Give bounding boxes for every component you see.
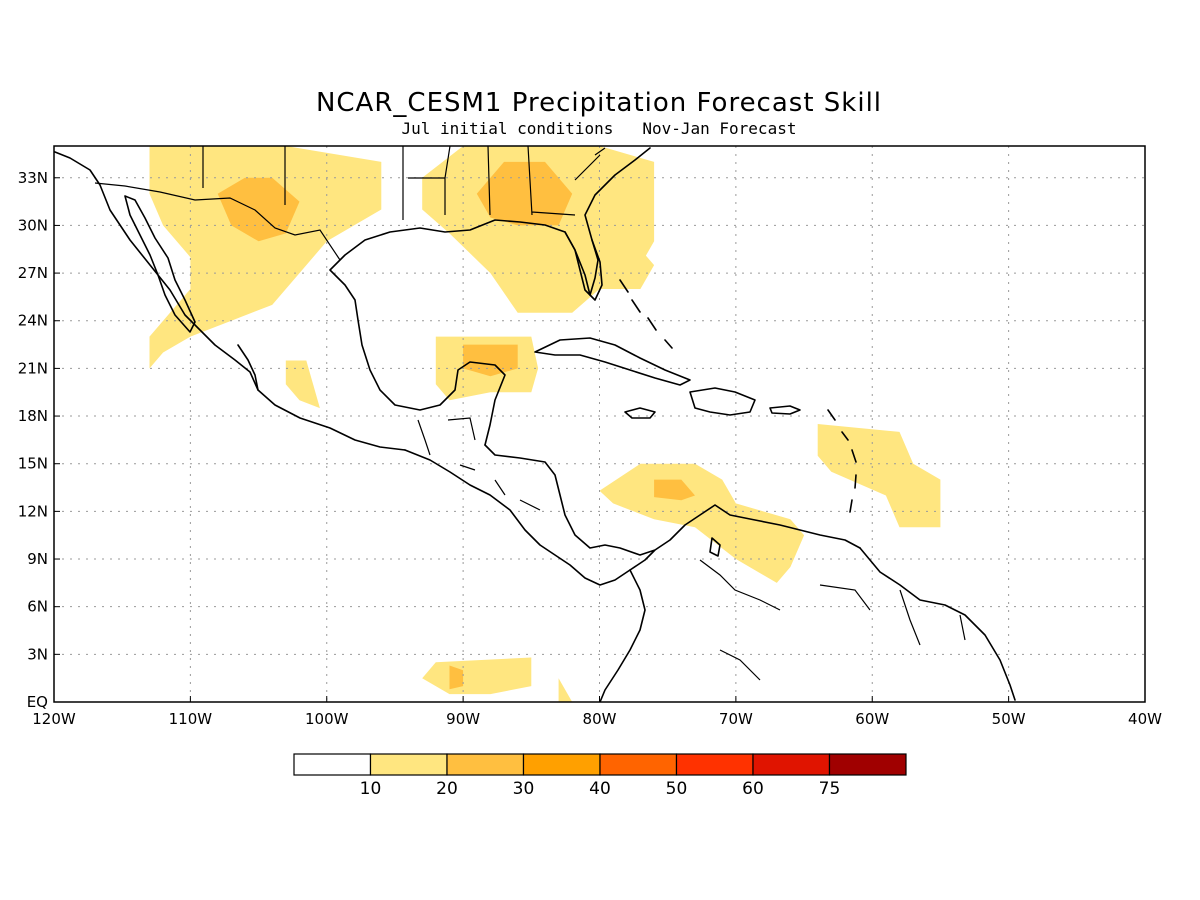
central-america-coastline (404, 444, 861, 586)
lake-maracaibo (709, 537, 721, 557)
y-tick-label: 6N (27, 598, 48, 616)
colorbar-swatch (752, 753, 831, 776)
skill-region-n-mexico-texas (149, 146, 382, 369)
colorbar-label: 75 (819, 779, 841, 799)
colorbar-swatch (293, 753, 372, 776)
longitude-tick-labels: 120W 110W 100W 90W 80W 70W 60W 50W 40W (32, 710, 1162, 728)
baja-california-coastline (124, 195, 196, 333)
colorbar-swatch (446, 753, 525, 776)
us-state-borders (202, 146, 606, 220)
hispaniola-coastline (689, 387, 756, 416)
colorbar-swatch (599, 753, 678, 776)
map-area (54, 146, 1145, 702)
colorbar-swatch (369, 753, 448, 776)
colorbar-swatch (522, 753, 601, 776)
x-tick-label: 100W (305, 710, 349, 728)
map-title: NCAR_CESM1 Precipitation Forecast Skill (316, 88, 882, 118)
skill-regions-layer (149, 146, 941, 702)
colorbar-label: 60 (742, 779, 764, 799)
y-tick-label: 18N (18, 407, 48, 425)
map-subtitle: Jul initial conditions Nov-Jan Forecast (402, 119, 797, 138)
y-tick-label: 3N (27, 645, 48, 663)
x-tick-label: 60W (855, 710, 889, 728)
jamaica-coastline (624, 407, 656, 419)
skill-region-yucatan-core (463, 344, 518, 377)
bahamas-coastline (619, 279, 673, 349)
y-tick-label: 24N (18, 312, 48, 330)
skill-region-eq-pacific-core (449, 665, 464, 690)
y-tick-label: 27N (18, 264, 48, 282)
skill-region-lesser-antilles (817, 424, 941, 528)
skill-region-eq-pacific (422, 657, 532, 695)
colorbar-label: 50 (666, 779, 688, 799)
latitude-tick-labels: EQ 3N 6N 9N 12N 15N 18N 21N 24N 27N 30N 33N (18, 169, 48, 711)
x-tick-label: 120W (32, 710, 76, 728)
skill-region-w-mexico (285, 360, 320, 409)
lesser-antilles-coastline (827, 409, 857, 513)
south-america-coastline (599, 547, 1016, 702)
x-tick-label: 50W (992, 710, 1026, 728)
y-tick-label: 9N (27, 550, 48, 568)
south-america-borders (699, 559, 966, 681)
graticule-layer (54, 146, 1145, 702)
florida-coastline (564, 231, 603, 301)
colorbar-label: 30 (513, 779, 535, 799)
y-tick-label: 12N (18, 502, 48, 520)
coastline-layer (54, 147, 1016, 702)
x-tick-label: 110W (169, 710, 213, 728)
y-tick-label: EQ (27, 693, 48, 711)
colorbar-legend: 10 20 30 40 50 60 75 (293, 753, 907, 799)
political-borders-layer (94, 146, 966, 681)
y-tick-label: 15N (18, 455, 48, 473)
x-tick-label: 70W (719, 710, 753, 728)
y-tick-label: 33N (18, 169, 48, 187)
skill-region-caribbean (599, 463, 805, 583)
y-tick-label: 30N (18, 216, 48, 234)
colorbar-swatch (828, 753, 907, 776)
us-mexico-border (94, 182, 341, 261)
x-tick-label: 90W (446, 710, 480, 728)
puerto-rico-coastline (769, 405, 801, 415)
colorbar-label: 40 (589, 779, 611, 799)
colorbar-label: 10 (360, 779, 382, 799)
central-america-borders (417, 417, 541, 511)
mexico-pacific-coastline (54, 151, 406, 451)
x-tick-label: 40W (1128, 710, 1162, 728)
cuba-coastline (534, 337, 691, 386)
colorbar-swatch (675, 753, 754, 776)
colorbar-label: 20 (436, 779, 458, 799)
skill-region-florida-bahamas (613, 249, 655, 289)
x-tick-label: 80W (583, 710, 617, 728)
y-tick-label: 21N (18, 359, 48, 377)
skill-region-se-us-core (476, 161, 573, 226)
skill-region-colombia-pac (558, 678, 573, 702)
skill-region-caribbean-core (654, 479, 695, 501)
